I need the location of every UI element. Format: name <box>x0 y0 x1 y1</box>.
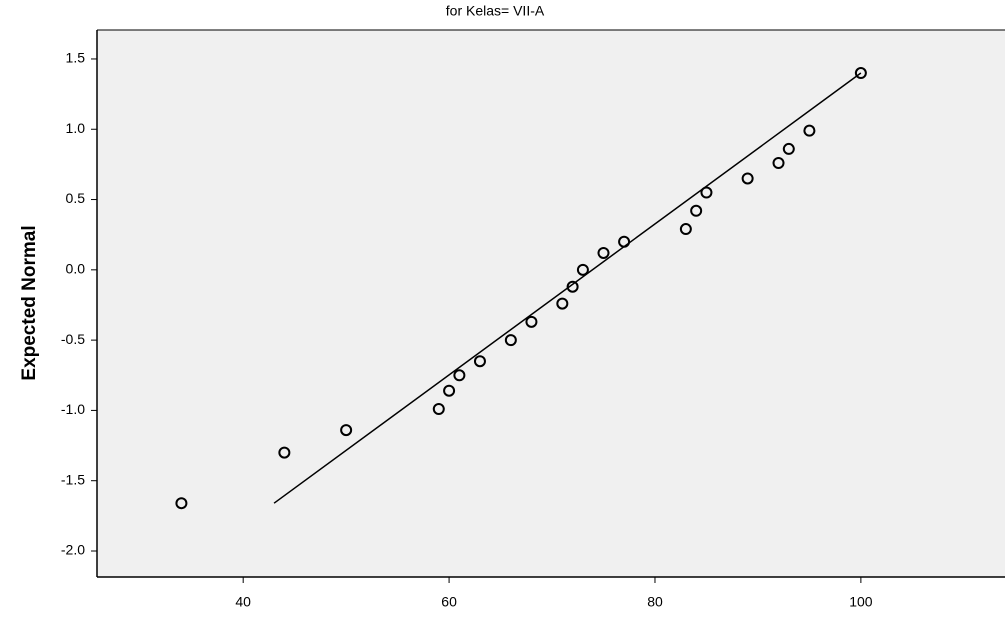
point <box>566 280 579 293</box>
y-tick-label: -0.5 <box>61 331 85 347</box>
point <box>803 124 816 137</box>
point <box>741 172 754 185</box>
y-tick-label: 1.5 <box>66 50 86 66</box>
point <box>432 403 445 416</box>
chart-title: for Kelas= VII-A <box>446 3 545 19</box>
point <box>700 186 713 199</box>
point <box>782 142 795 155</box>
point <box>679 223 692 236</box>
x-tick-label: 60 <box>441 594 457 610</box>
x-tick-label: 40 <box>235 594 251 610</box>
y-tick-label: -2.0 <box>61 542 85 558</box>
y-tick-label: -1.5 <box>61 471 85 487</box>
point <box>772 156 785 169</box>
point <box>473 355 486 368</box>
x-tick-label: 100 <box>849 594 873 610</box>
point <box>618 235 631 248</box>
x-tick-label: 80 <box>647 594 663 610</box>
point <box>175 497 188 510</box>
point <box>504 334 517 347</box>
point <box>597 246 610 259</box>
y-tick-label: -1.0 <box>61 401 85 417</box>
point <box>340 424 353 437</box>
y-axis-label: Expected Normal <box>19 225 40 380</box>
point <box>525 315 538 328</box>
point <box>576 263 589 276</box>
point <box>556 297 569 310</box>
y-tick-label: 0.0 <box>66 261 86 277</box>
point <box>854 67 867 80</box>
plot-area <box>97 30 1005 577</box>
y-tick-label: 0.5 <box>66 190 86 206</box>
point <box>690 204 703 217</box>
y-tick-label: 1.0 <box>66 120 86 136</box>
point <box>443 384 456 397</box>
point <box>453 369 466 382</box>
point <box>278 446 291 459</box>
